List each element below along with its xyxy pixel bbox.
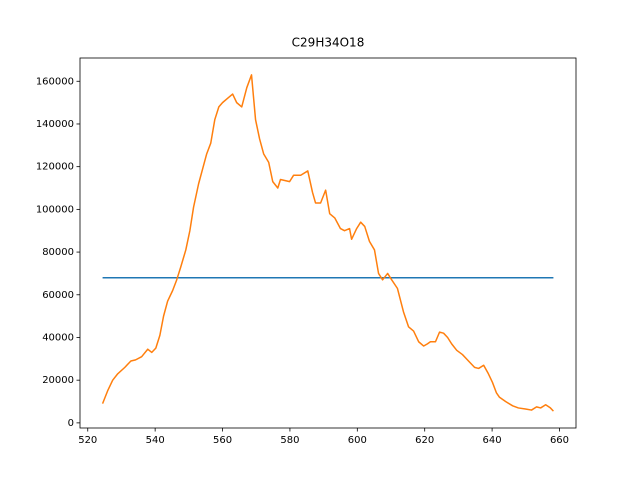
y-tick-label: 0: [68, 418, 74, 429]
x-tick-label: 540: [146, 435, 165, 446]
y-tick-label: 100000: [36, 204, 74, 215]
x-tick-label: 580: [280, 435, 299, 446]
y-tick-label: 140000: [36, 119, 74, 130]
x-tick-label: 600: [348, 435, 367, 446]
chart-title: C29H34O18: [292, 36, 365, 50]
y-tick-label: 160000: [36, 76, 74, 87]
x-tick-label: 640: [483, 435, 502, 446]
y-tick-label: 80000: [42, 247, 74, 258]
plot-frame: [79, 57, 577, 429]
x-tick-label: 520: [78, 435, 97, 446]
y-tick-label: 20000: [42, 375, 74, 386]
x-tick-label: 560: [213, 435, 232, 446]
y-tick-label: 40000: [42, 332, 74, 343]
x-tick-label: 620: [415, 435, 434, 446]
x-tick-label: 660: [550, 435, 569, 446]
y-tick-label: 60000: [42, 290, 74, 301]
y-tick-label: 120000: [36, 162, 74, 173]
line: [101, 74, 554, 412]
